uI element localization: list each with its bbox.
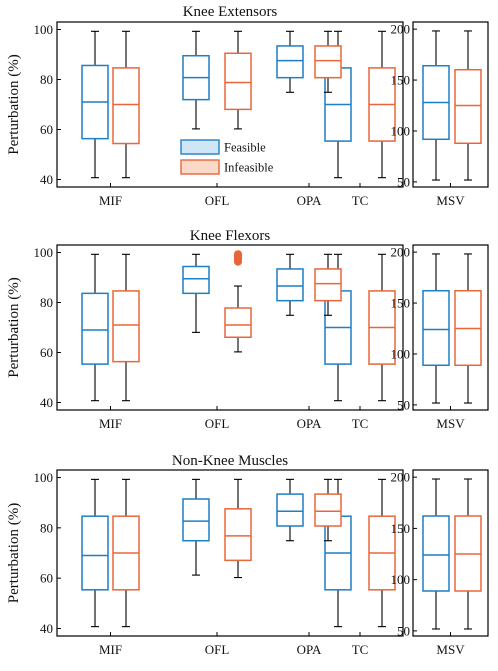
side-y-tick-label: 150 bbox=[391, 521, 411, 536]
legend-swatch-feasible bbox=[180, 139, 220, 155]
box-infeasible-ofl-outlier-3 bbox=[233, 250, 243, 259]
side-x-tick-label: MSV bbox=[436, 642, 465, 657]
panel-title: Knee Flexors bbox=[190, 228, 271, 244]
y-tick-label: 100 bbox=[34, 245, 54, 260]
box-feasible-ofl-box bbox=[182, 265, 210, 295]
box-feasible-ofl-box bbox=[182, 498, 210, 542]
y-axis-label: Perturbation (%) bbox=[6, 503, 22, 603]
y-tick-label: 40 bbox=[40, 621, 53, 636]
box-feasible-opa-box bbox=[276, 493, 304, 527]
y-axis-label: Perturbation (%) bbox=[6, 277, 22, 377]
legend: Feasible Infeasible bbox=[180, 139, 274, 175]
side-box-feasible-box bbox=[422, 515, 450, 592]
main-axes-frame bbox=[56, 21, 404, 188]
side-box-feasible-box bbox=[422, 289, 450, 367]
box-infeasible-ofl-box bbox=[224, 508, 252, 562]
side-y-tick-label: 150 bbox=[391, 73, 411, 88]
panel-1: Knee Extensors Perturbation (%) 40 60 80 100 M… bbox=[6, 4, 489, 208]
side-y-tick-label: 50 bbox=[397, 397, 410, 412]
y-tick-label: 80 bbox=[40, 72, 53, 87]
main-axes-frame bbox=[56, 469, 404, 637]
x-tick-label: MIF bbox=[99, 193, 122, 208]
box-infeasible-mif-box bbox=[112, 290, 140, 363]
side-y-tick-label: 200 bbox=[391, 22, 411, 37]
box-infeasible-ofl-box bbox=[224, 52, 252, 111]
panel-title: Knee Extensors bbox=[183, 4, 278, 20]
y-tick-label: 100 bbox=[34, 22, 54, 37]
side-box-infeasible-box bbox=[454, 68, 482, 145]
x-tick-label: OFL bbox=[205, 416, 230, 431]
x-tick-label: TC bbox=[352, 416, 369, 431]
side-y-tick-label: 200 bbox=[391, 245, 411, 260]
x-tick-label: OFL bbox=[205, 193, 230, 208]
box-infeasible-opa-box bbox=[314, 45, 342, 79]
x-tick-label: MIF bbox=[99, 416, 122, 431]
x-tick-label: TC bbox=[352, 193, 369, 208]
side-y-tick-label: 50 bbox=[397, 174, 410, 189]
box-feasible-mif-box bbox=[81, 515, 109, 591]
panel-title: Non-Knee Muscles bbox=[172, 453, 288, 469]
side-x-tick-label: MSV bbox=[436, 416, 465, 431]
y-tick-label: 40 bbox=[40, 172, 53, 187]
y-tick-label: 100 bbox=[34, 470, 54, 485]
x-tick-label: OPA bbox=[297, 416, 322, 431]
x-tick-label: TC bbox=[352, 642, 369, 657]
panel-3: Non-Knee Muscles Perturbation (%) 40 60 80 10… bbox=[6, 453, 489, 657]
y-axis-label: Perturbation (%) bbox=[6, 54, 22, 154]
legend-swatch-infeasible bbox=[180, 159, 220, 175]
y-tick-label: 40 bbox=[40, 395, 53, 410]
box-feasible-opa-box bbox=[276, 45, 304, 79]
side-y-tick-label: 100 bbox=[391, 123, 411, 138]
x-tick-label: OPA bbox=[297, 642, 322, 657]
x-tick-label: OFL bbox=[205, 642, 230, 657]
side-x-tick-label: MSV bbox=[436, 193, 465, 208]
box-infeasible-ofl-box bbox=[224, 307, 252, 339]
box-infeasible-mif-box bbox=[112, 67, 140, 145]
main-axes-frame bbox=[56, 244, 404, 411]
side-y-tick-label: 50 bbox=[397, 623, 410, 638]
y-tick-label: 80 bbox=[40, 520, 53, 535]
box-feasible-opa-box bbox=[276, 268, 304, 302]
box-infeasible-opa-box bbox=[314, 493, 342, 527]
y-tick-label: 60 bbox=[40, 122, 53, 137]
box-infeasible-opa-box bbox=[314, 268, 342, 302]
side-y-tick-label: 100 bbox=[391, 572, 411, 587]
side-y-tick-label: 100 bbox=[391, 346, 411, 361]
legend-label-infeasible: Infeasible bbox=[224, 161, 274, 175]
y-tick-label: 80 bbox=[40, 295, 53, 310]
panel-2: Knee Flexors Perturbation (%) 40 60 80 100 MIF… bbox=[6, 228, 489, 431]
x-tick-label: OPA bbox=[297, 193, 322, 208]
y-tick-label: 60 bbox=[40, 345, 53, 360]
box-feasible-mif-box bbox=[81, 292, 109, 365]
x-tick-label: MIF bbox=[99, 642, 122, 657]
y-tick-label: 60 bbox=[40, 571, 53, 586]
side-y-tick-label: 200 bbox=[391, 470, 411, 485]
legend-label-feasible: Feasible bbox=[224, 141, 266, 155]
side-y-tick-label: 150 bbox=[391, 296, 411, 311]
